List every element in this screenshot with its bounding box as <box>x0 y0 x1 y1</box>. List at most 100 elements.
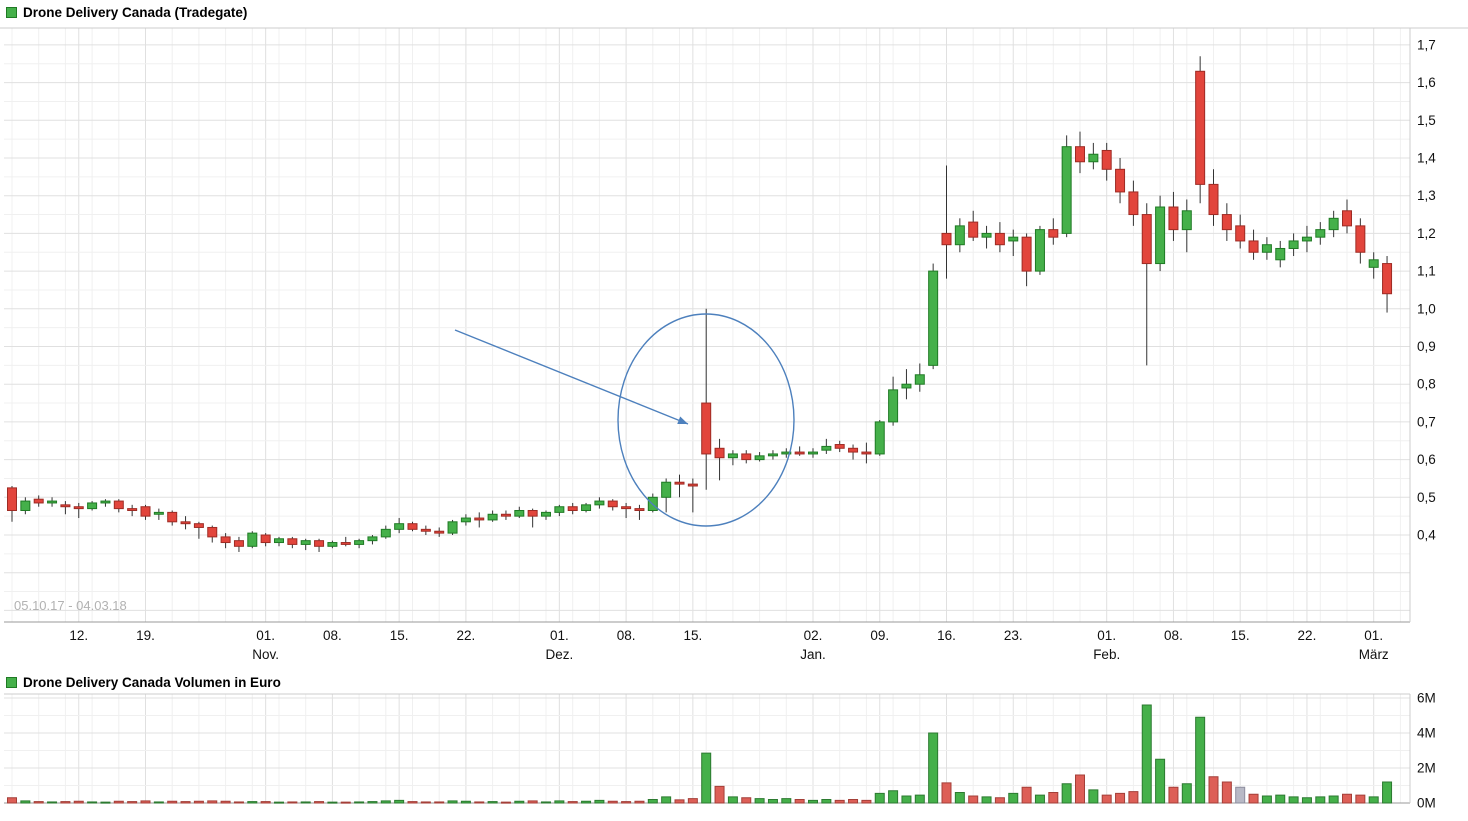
volume-bar <box>861 799 872 804</box>
candle-down <box>180 521 191 525</box>
volume-bar <box>7 797 17 804</box>
x-axis-day-label: 22. <box>457 628 476 643</box>
candle-up <box>1034 229 1045 272</box>
annotation-arrowhead <box>677 416 688 424</box>
volume-bar <box>153 801 164 804</box>
x-axis-day-label: 01. <box>550 628 569 643</box>
volume-chart-title: Drone Delivery Canada Volumen in Euro <box>23 675 281 690</box>
volume-bar <box>901 795 912 804</box>
volume-bar <box>1342 793 1352 804</box>
x-axis-day-label: 01. <box>256 628 275 643</box>
candle-up <box>554 506 565 513</box>
price-tick-label: 0,6 <box>1417 452 1436 467</box>
candle-down <box>1382 263 1393 295</box>
candle-down <box>233 540 244 547</box>
candle-down <box>1048 229 1059 238</box>
candle-down <box>140 506 151 517</box>
x-axis-month-label: Dez. <box>545 647 573 662</box>
candle-up <box>541 511 551 517</box>
volume-bar <box>354 801 365 804</box>
candle-up <box>1315 229 1326 238</box>
volume-bar <box>60 801 71 804</box>
candle-up <box>447 521 458 534</box>
candle-up <box>153 511 164 515</box>
volume-bar <box>300 801 311 804</box>
candle-up <box>1288 240 1299 249</box>
candle-down <box>1208 183 1219 216</box>
candle-up <box>300 540 311 545</box>
volume-bar <box>327 801 338 804</box>
candle-down <box>1021 236 1032 272</box>
candle-down <box>1342 210 1352 227</box>
price-tick-label: 1,7 <box>1417 37 1436 52</box>
volume-bar <box>808 799 818 804</box>
candle-up <box>1088 153 1099 163</box>
volume-bar <box>220 800 231 804</box>
volume-bar <box>460 800 471 804</box>
volume-bar <box>1248 793 1259 804</box>
price-tick-label: 1,4 <box>1417 151 1436 166</box>
volume-bar <box>207 800 218 804</box>
volume-bar <box>1168 786 1179 804</box>
volume-bar <box>233 801 244 804</box>
volume-bar <box>474 801 485 804</box>
volume-bar <box>1075 774 1085 804</box>
candle-down <box>287 538 298 545</box>
candle-down <box>420 528 431 532</box>
volume-bar <box>274 801 284 804</box>
volume-bar <box>674 799 685 804</box>
candle-up <box>767 453 778 457</box>
volume-bar <box>687 798 698 804</box>
candle-up <box>247 532 258 547</box>
candle-down <box>834 444 845 449</box>
volume-bar <box>87 801 98 804</box>
volume-tick-label: 2M <box>1417 761 1436 776</box>
candle-down <box>220 536 231 544</box>
x-axis-day-label: 15. <box>683 628 702 643</box>
volume-bar <box>634 800 645 804</box>
candle-up <box>981 232 992 238</box>
candle-up <box>1181 210 1192 231</box>
candle-up <box>901 383 912 389</box>
volume-bar <box>1382 781 1393 804</box>
volume-bar <box>394 799 405 804</box>
volume-bar <box>647 799 658 804</box>
price-tick-label: 0,4 <box>1417 528 1436 543</box>
x-axis-day-label: 22. <box>1298 628 1317 643</box>
candle-up <box>928 270 939 366</box>
volume-bar <box>794 799 805 804</box>
x-axis-day-label: 23. <box>1004 628 1023 643</box>
candle-up <box>821 445 832 451</box>
volume-bar <box>514 800 525 804</box>
volume-bar <box>500 801 511 804</box>
volume-bar <box>767 799 778 804</box>
volume-tick-label: 6M <box>1417 691 1436 706</box>
x-axis-day-label: 15. <box>390 628 409 643</box>
candle-up <box>888 389 899 423</box>
volume-bar <box>20 800 31 804</box>
candle-down <box>1075 146 1085 163</box>
candle-up <box>327 542 338 547</box>
volume-bar <box>1261 795 1272 804</box>
volume-bar <box>888 790 899 804</box>
candle-down <box>434 530 445 534</box>
candle-down <box>968 221 979 238</box>
candle-down <box>193 523 204 528</box>
candle-down <box>1168 206 1179 231</box>
candle-up <box>100 500 111 504</box>
candle-up <box>754 455 765 461</box>
volume-bar <box>607 800 618 804</box>
candle-up <box>1155 206 1166 265</box>
candle-down <box>621 506 632 510</box>
volume-bar <box>1141 704 1152 804</box>
candle-down <box>207 526 218 538</box>
volume-bar <box>47 801 58 804</box>
candle-down <box>1355 225 1366 253</box>
volume-bar <box>113 800 124 804</box>
candle-up <box>354 540 365 545</box>
x-axis-day-label: 08. <box>617 628 636 643</box>
x-axis-day-label: 16. <box>937 628 956 643</box>
volume-bar <box>247 801 258 804</box>
